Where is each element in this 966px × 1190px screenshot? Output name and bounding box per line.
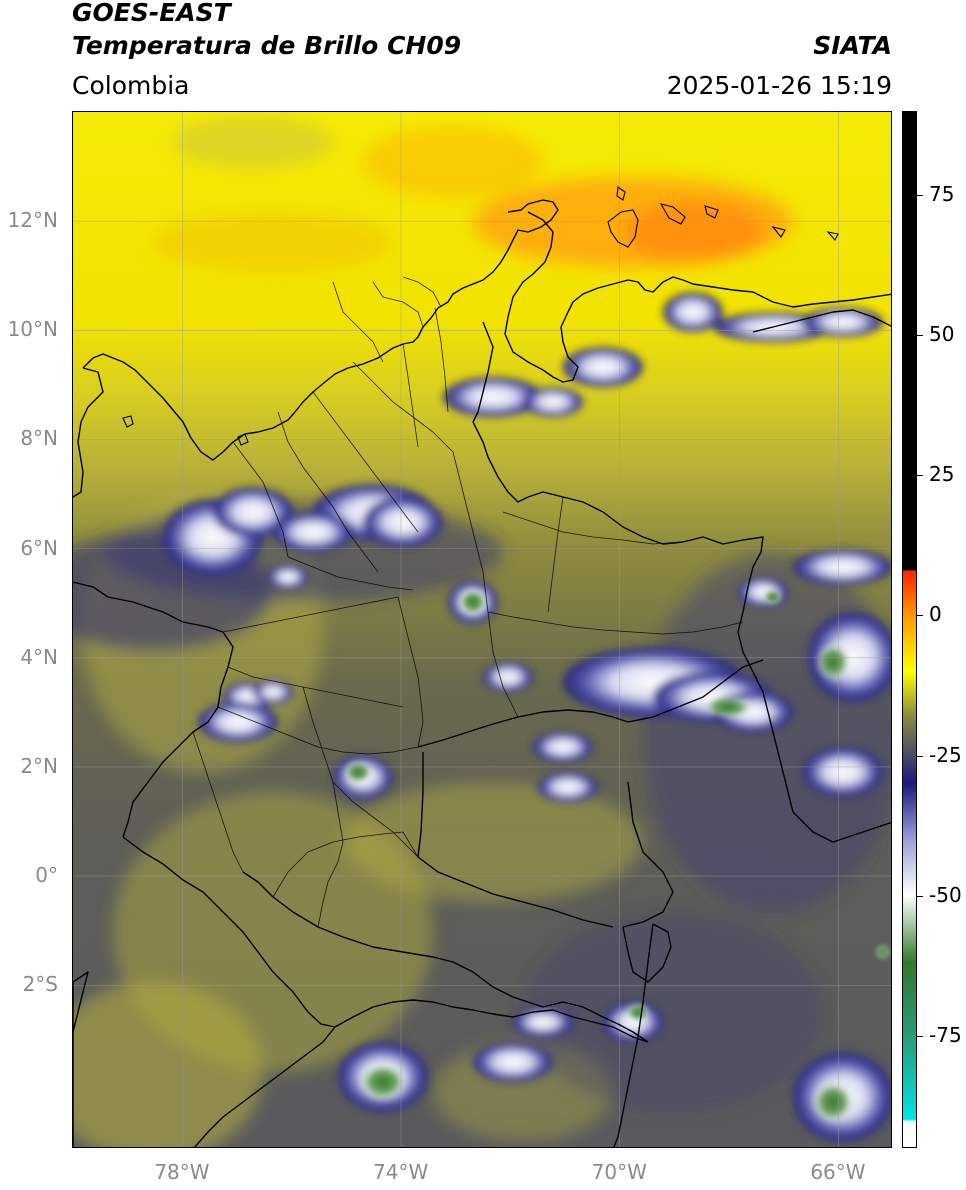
colorbar-tick (917, 615, 923, 617)
colorbar-tick (917, 755, 923, 757)
lat-tick-label: 4°N (20, 644, 58, 669)
lon-tick-label: 78°W (154, 1160, 210, 1184)
colorbar-tick-label: 25 (929, 462, 955, 487)
satellite-title: GOES-EAST (72, 0, 231, 27)
brightness-temperature-field (73, 112, 891, 1147)
datetime-label: 2025-01-26 15:19 (666, 71, 892, 100)
region-label: Colombia (72, 71, 190, 100)
cloud-field (73, 112, 891, 1147)
colorbar-tick (917, 895, 923, 897)
country-borders (73, 199, 891, 1147)
lon-tick-label: 66°W (810, 1160, 866, 1184)
satellite-map (72, 111, 892, 1148)
colorbar-tick (917, 195, 923, 197)
colorbar-tick (917, 1035, 923, 1037)
colorbar-tick-label: -75 (929, 1022, 962, 1047)
lat-tick-label: 2°S (22, 972, 58, 997)
lat-tick-label: 8°N (20, 426, 58, 451)
map-gridlines (73, 112, 891, 1147)
colorbar-tick (917, 475, 923, 477)
colorbar-tick (917, 335, 923, 337)
lat-tick-label: 2°N (20, 753, 58, 778)
colorbar-tick-label: 0 (929, 602, 942, 627)
colorbar (902, 111, 917, 1148)
lat-tick-label: 12°N (7, 208, 58, 233)
product-title: Temperatura de Brillo CH09 (72, 31, 462, 60)
lon-tick-label: 70°W (591, 1160, 647, 1184)
colorbar-tick-label: -50 (929, 882, 962, 907)
lat-tick-label: 6°N (20, 535, 58, 560)
caribbean-islands (122, 186, 839, 446)
agency-label: SIATA (813, 31, 892, 60)
colorbar-tick-label: -25 (929, 742, 962, 767)
colorbar-tick-label: 50 (929, 322, 955, 347)
lat-tick-label: 10°N (7, 317, 58, 342)
colorbar-tick-label: 75 (929, 182, 955, 207)
lat-tick-label: 0° (35, 863, 58, 888)
department-borders (192, 276, 744, 928)
lon-tick-label: 74°W (373, 1160, 429, 1184)
